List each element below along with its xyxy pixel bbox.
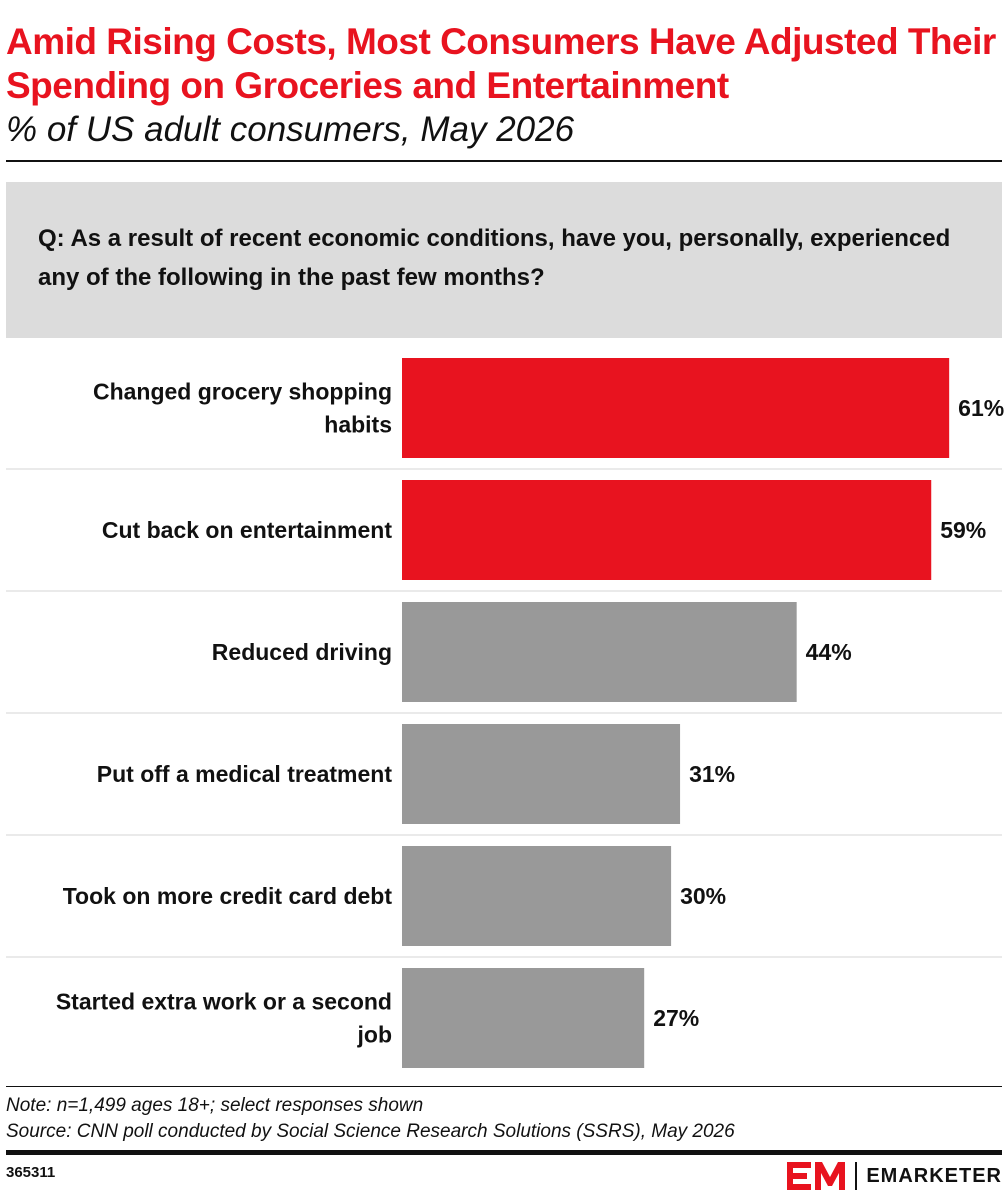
chart-subtitle: % of US adult consumers, May 2026 <box>6 110 575 149</box>
value-label: 31% <box>689 761 735 787</box>
header-divider <box>6 160 1002 162</box>
category-label: Changed grocery shopping habits <box>93 379 392 438</box>
category-label: Started extra work or a second job <box>56 989 392 1048</box>
brand-name: EMARKETER <box>866 1164 1002 1187</box>
chart-id: 365311 <box>6 1164 56 1181</box>
value-label: 30% <box>680 883 726 909</box>
bar-chart: Changed grocery shopping habits 61% Cut bac… <box>0 346 1008 1076</box>
footer-divider <box>6 1086 1002 1087</box>
value-label: 27% <box>653 1005 699 1031</box>
bar <box>402 968 645 1068</box>
category-label: Cut back on entertainment <box>102 517 392 543</box>
value-label: 61% <box>958 395 1004 421</box>
bar-chart-svg: Changed grocery shopping habits 61% Cut bac… <box>6 358 1004 1068</box>
chart-note: Note: n=1,499 ages 18+; select responses… <box>6 1095 424 1116</box>
category-label: Reduced driving <box>212 639 392 665</box>
value-label: 59% <box>940 517 986 543</box>
chart-source: Source: CNN poll conducted by Social Sci… <box>6 1121 735 1142</box>
bar <box>402 602 797 702</box>
emarketer-logo: EMARKETER <box>787 1160 1002 1192</box>
footer-rule <box>6 1150 1002 1155</box>
chart-title: Amid Rising Costs, Most Consumers Have A… <box>6 21 996 106</box>
category-label: Put off a medical treatment <box>97 761 393 787</box>
logo-divider <box>855 1162 858 1190</box>
bar <box>402 724 681 824</box>
category-label: Took on more credit card debt <box>63 883 393 909</box>
bar <box>402 480 932 580</box>
question-box: Q: As a result of recent economic condit… <box>6 182 1002 338</box>
bar <box>402 846 672 946</box>
survey-question: Q: As a result of recent economic condit… <box>38 225 951 291</box>
bar <box>402 358 950 458</box>
value-label: 44% <box>806 639 852 665</box>
em-logo-icon <box>787 1162 846 1190</box>
